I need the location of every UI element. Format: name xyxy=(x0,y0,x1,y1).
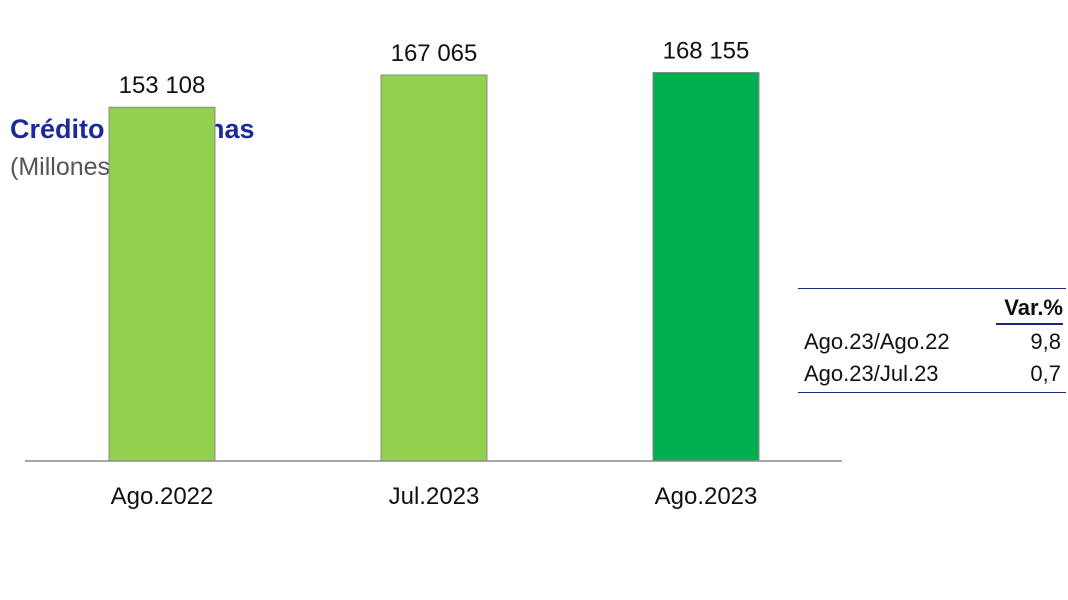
bar xyxy=(380,74,488,462)
variation-table: Var.% Ago.23/Ago.22 9,8 Ago.23/Jul.23 0,… xyxy=(798,288,1066,393)
bar-value-label: 167 065 xyxy=(391,40,478,67)
bar xyxy=(652,71,760,462)
bar-value-label: 153 108 xyxy=(119,72,206,99)
category-label: Jul.2023 xyxy=(389,483,480,510)
variation-label: Ago.23/Jul.23 xyxy=(804,361,939,386)
variation-header: Var.% xyxy=(996,295,1063,325)
bar-value-label: 168 155 xyxy=(663,37,750,64)
variation-value: 0,7 xyxy=(1030,361,1061,386)
variation-row: Ago.23/Jul.23 0,7 xyxy=(798,357,1066,393)
category-label: Ago.2023 xyxy=(655,483,758,510)
category-label: Ago.2022 xyxy=(111,483,214,510)
variation-value: 9,8 xyxy=(1030,329,1061,354)
variation-label: Ago.23/Ago.22 xyxy=(804,329,950,354)
variation-row: Ago.23/Ago.22 9,8 xyxy=(798,325,1066,357)
bar xyxy=(108,106,216,462)
